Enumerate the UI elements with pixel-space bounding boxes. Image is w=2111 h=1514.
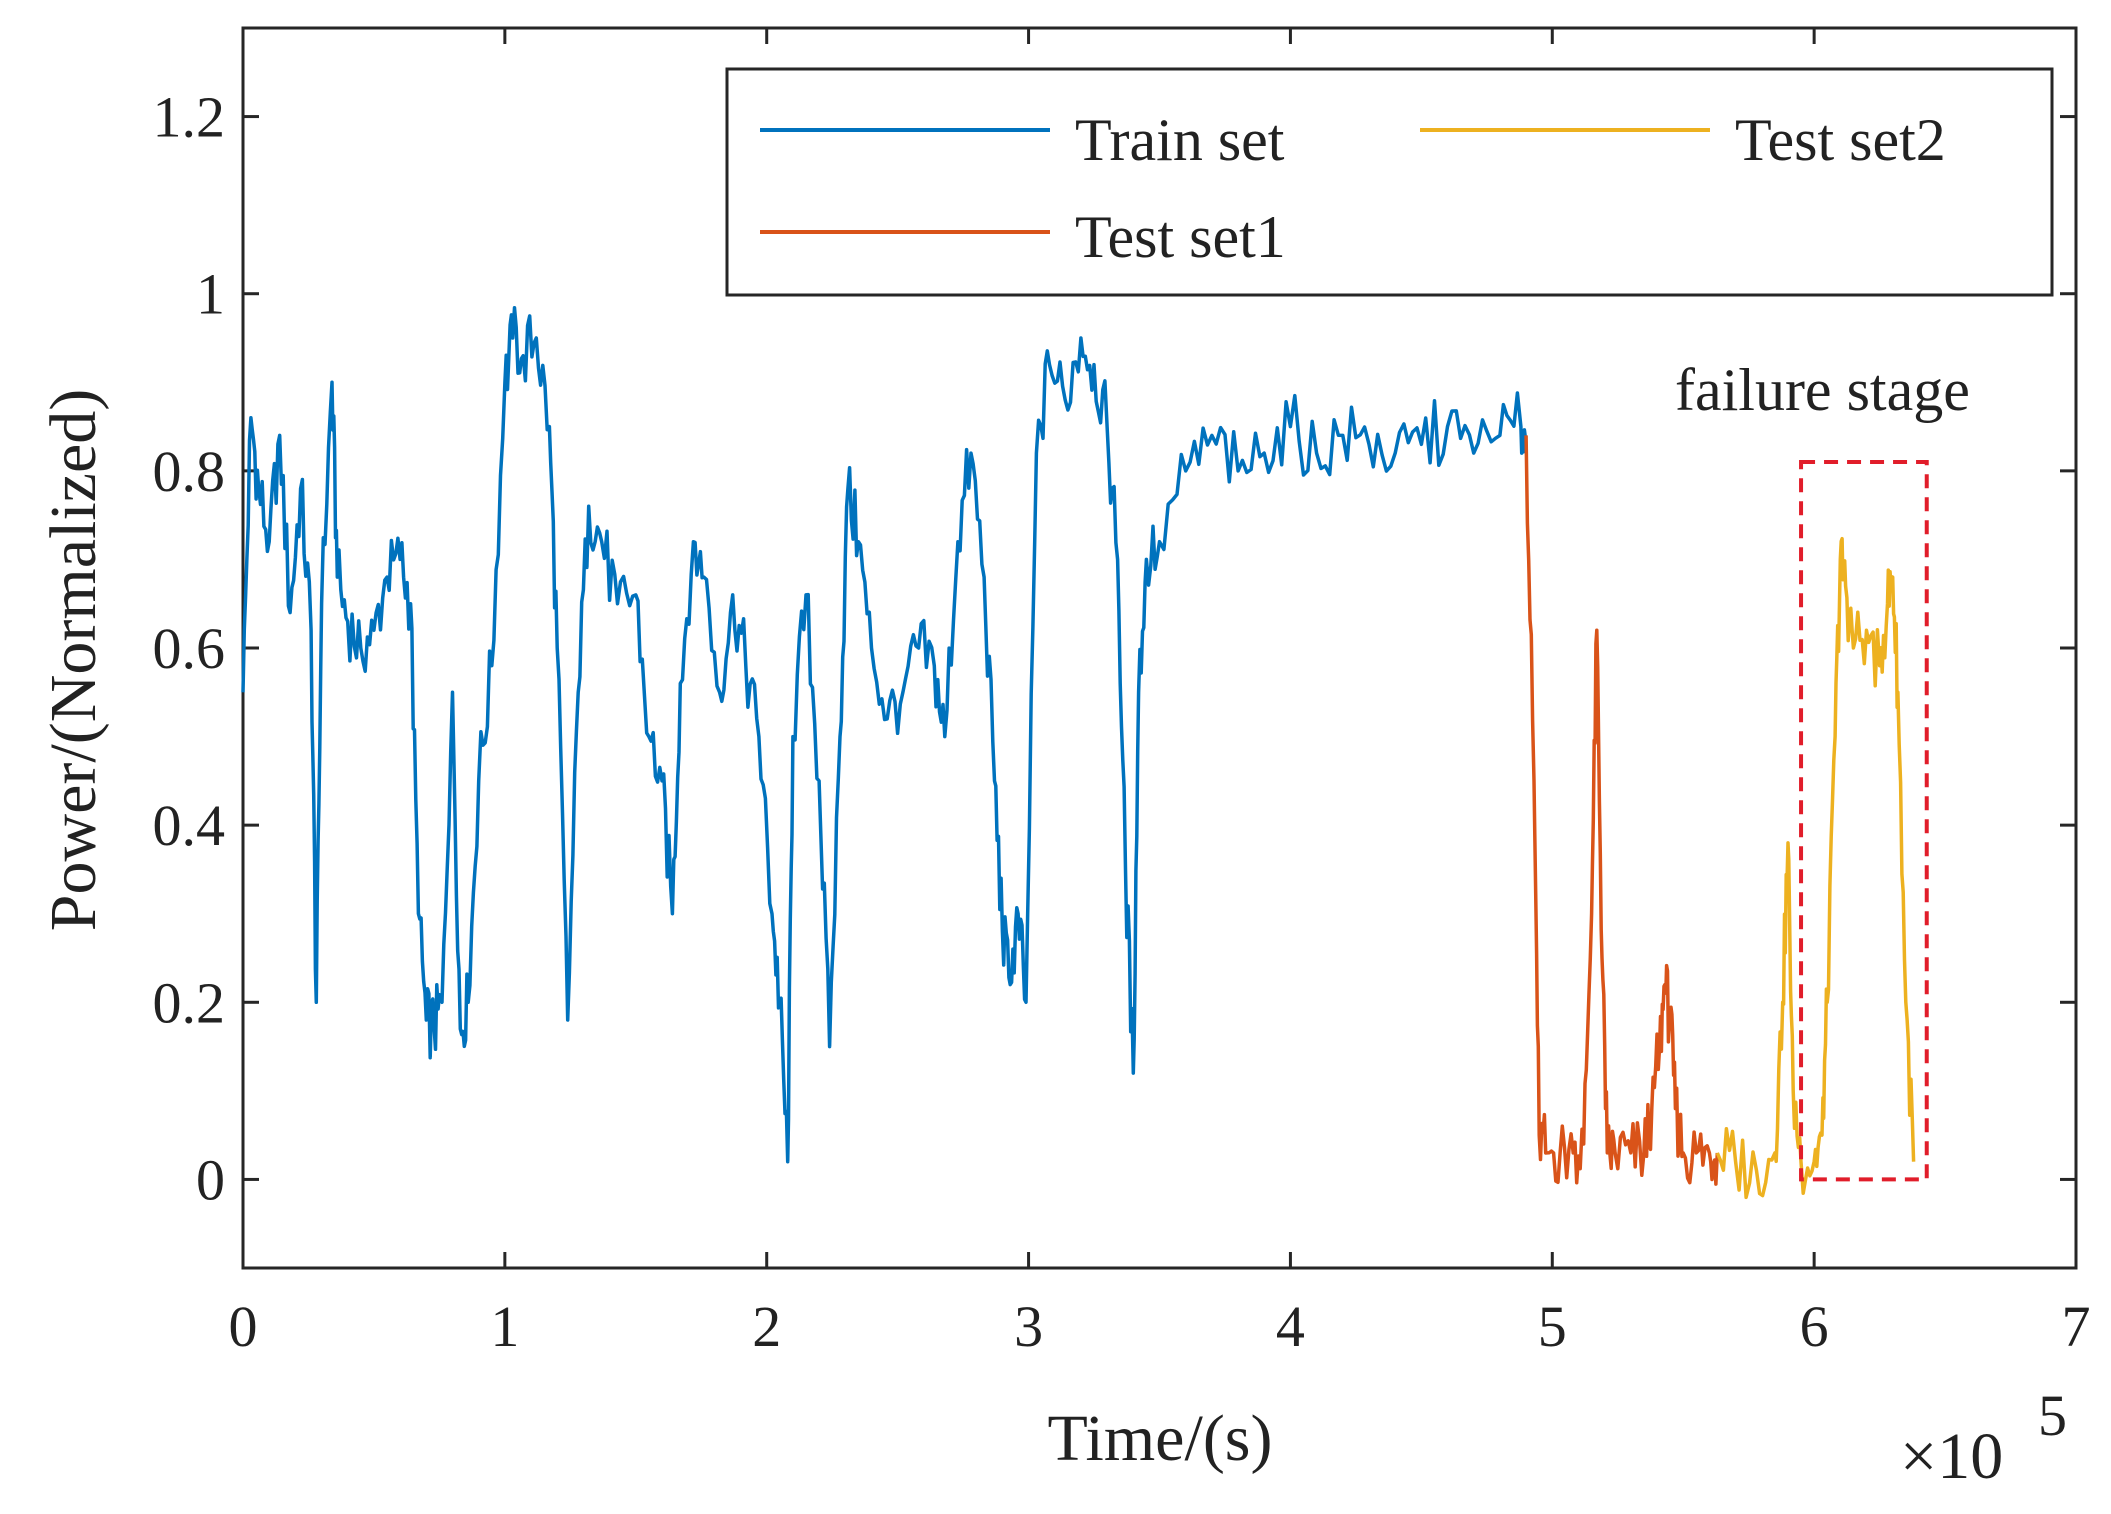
x-tick-label: 1 <box>490 1294 519 1359</box>
legend-label-train-set: Train set <box>1075 107 1285 173</box>
series-line-test-set1 <box>1524 435 1720 1186</box>
y-tick-label: 0 <box>196 1147 225 1212</box>
series-line-test-set2 <box>1715 536 1916 1200</box>
y-axis-title: Power/(Normalized) <box>37 389 110 931</box>
failure-stage-box <box>1799 460 1929 1182</box>
legend: Train set Test set2 Test set1 <box>725 67 2054 297</box>
x-tick-label: 4 <box>1276 1294 1305 1359</box>
x-tick-label: 7 <box>2062 1294 2091 1359</box>
y-tick-label: 0.6 <box>153 616 226 681</box>
x-tick-label: 6 <box>1800 1294 1829 1359</box>
x-axis-multiplier-exponent: 5 <box>2038 1383 2067 1448</box>
x-tick-label: 3 <box>1014 1294 1043 1359</box>
legend-label-test-set2: Test set2 <box>1735 107 1946 173</box>
legend-box <box>725 67 2054 297</box>
series-line-train-set <box>241 305 1528 1164</box>
y-tick-label: 1 <box>196 262 225 327</box>
series-layer <box>241 305 1916 1200</box>
y-axis: 0 0.2 0.4 0.6 0.8 1 1.2 <box>153 85 2076 1212</box>
x-axis-multiplier: ×10 <box>1900 1420 2003 1493</box>
highlight-layer <box>1799 460 1929 1182</box>
x-tick-label: 2 <box>752 1294 781 1359</box>
annotation-failure-stage: failure stage <box>1675 357 1970 423</box>
y-tick-label: 0.4 <box>153 793 226 858</box>
x-axis: 0 1 2 3 4 5 6 7 <box>229 28 2091 1359</box>
y-tick-label: 1.2 <box>153 85 226 150</box>
x-tick-label: 0 <box>229 1294 258 1359</box>
x-axis-title: Time/(s) <box>1048 1402 1273 1475</box>
legend-label-test-set1: Test set1 <box>1075 204 1286 270</box>
y-tick-label: 0.8 <box>153 439 226 504</box>
y-tick-label: 0.2 <box>153 970 226 1035</box>
x-tick-label: 5 <box>1538 1294 1567 1359</box>
